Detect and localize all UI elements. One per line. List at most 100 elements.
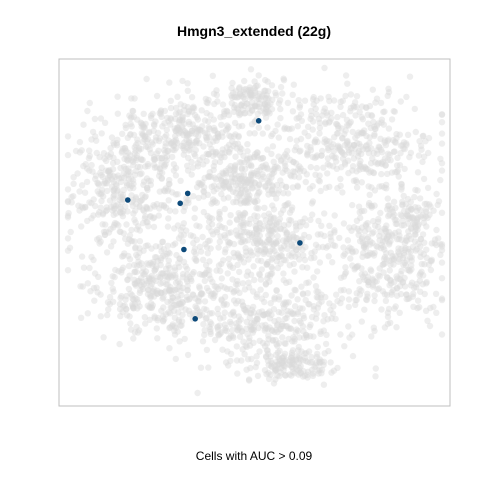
background-cell-point	[190, 239, 197, 247]
background-cell-point	[295, 327, 302, 334]
background-cell-point	[240, 224, 247, 231]
background-cell-point	[210, 116, 217, 123]
background-cell-point	[246, 284, 253, 291]
background-cell-point	[370, 118, 377, 126]
background-cell-point	[110, 141, 118, 148]
background-cell-point	[278, 246, 285, 253]
background-cell-point	[265, 95, 272, 102]
background-cell-point	[211, 127, 219, 134]
background-cell-point	[110, 139, 117, 147]
background-cell-point	[235, 93, 242, 100]
background-cell-point	[389, 253, 396, 260]
background-cell-point	[330, 148, 337, 155]
background-cell-point	[133, 226, 140, 233]
background-cell-point	[119, 130, 126, 137]
background-cell-point	[174, 293, 181, 300]
background-cell-point	[133, 268, 140, 276]
background-cell-point	[349, 248, 356, 255]
background-cell-point	[197, 181, 204, 189]
background-cell-point	[96, 190, 103, 197]
background-cell-point	[421, 200, 428, 208]
background-cell-point	[214, 324, 221, 331]
background-cell-point	[307, 115, 314, 123]
background-cell-point	[361, 127, 368, 134]
background-cell-point	[190, 103, 197, 111]
background-cell-point	[334, 364, 341, 372]
background-cell-point	[243, 272, 250, 279]
background-cell-point	[294, 310, 301, 317]
background-cell-point	[179, 270, 187, 278]
background-cell-point	[106, 197, 114, 204]
background-cell-point	[240, 302, 247, 309]
background-cell-point	[132, 207, 139, 214]
background-cell-point	[288, 363, 295, 370]
background-cell-point	[246, 192, 253, 199]
background-cell-point	[365, 145, 372, 153]
background-cell-point	[227, 162, 234, 170]
background-cell-point	[211, 159, 219, 166]
background-cell-point	[182, 306, 189, 313]
background-cell-point	[124, 149, 132, 156]
background-cell-point	[229, 326, 236, 334]
background-cell-point	[400, 192, 407, 200]
background-cell-point	[302, 331, 310, 338]
background-cell-point	[270, 158, 277, 165]
background-cell-point	[212, 289, 219, 296]
background-cell-point	[150, 202, 157, 209]
background-cell-point	[223, 178, 230, 185]
background-cell-point	[408, 254, 415, 261]
background-cell-point	[410, 303, 417, 310]
background-cell-point	[281, 350, 289, 357]
background-cell-point	[232, 171, 239, 178]
background-cell-point	[275, 340, 283, 347]
background-cell-point	[275, 100, 283, 107]
background-cell-point	[227, 263, 234, 270]
background-cell-point	[384, 92, 391, 100]
background-cell-point	[111, 273, 118, 281]
background-cell-point	[412, 221, 419, 229]
background-cell-point	[417, 213, 424, 220]
background-cell-point	[80, 162, 87, 170]
background-cell-point	[237, 91, 244, 98]
background-cell-point	[212, 151, 219, 158]
background-cell-point	[223, 301, 230, 308]
background-cell-point	[275, 187, 282, 194]
background-cell-point	[175, 318, 182, 325]
background-cell-point	[437, 251, 444, 258]
background-cell-point	[259, 322, 266, 329]
background-cell-point	[365, 225, 372, 233]
background-cell-point	[238, 328, 245, 335]
background-cell-point	[141, 194, 148, 201]
background-cell-point	[229, 178, 237, 186]
background-cell-point	[247, 178, 255, 185]
background-cell-point	[226, 239, 233, 246]
background-cell-point	[251, 276, 258, 284]
background-cell-point	[433, 309, 440, 316]
background-cell-point	[248, 319, 255, 327]
background-cell-point	[127, 290, 134, 297]
background-cell-point	[255, 103, 262, 110]
background-cell-point	[339, 111, 347, 119]
background-cell-point	[347, 104, 354, 112]
background-cell-point	[222, 178, 229, 186]
background-cell-point	[172, 272, 179, 279]
background-cell-point	[114, 187, 121, 194]
background-cell-point	[328, 237, 335, 244]
background-cell-point	[143, 205, 151, 212]
background-cell-point	[401, 145, 408, 153]
background-cell-point	[236, 333, 244, 340]
background-cell-point	[386, 239, 393, 246]
background-cell-point	[293, 352, 300, 360]
background-cell-point	[242, 244, 249, 252]
background-cell-point	[189, 310, 197, 317]
background-cell-point	[178, 304, 185, 311]
background-cell-point	[243, 199, 250, 207]
background-cell-point	[312, 105, 319, 112]
background-cell-point	[261, 101, 268, 108]
background-cell-point	[184, 351, 192, 359]
background-cell-point	[129, 292, 136, 299]
background-cell-point	[81, 189, 89, 196]
background-cell-point	[254, 250, 261, 258]
background-cell-point	[131, 238, 138, 245]
background-cell-point	[411, 238, 419, 245]
